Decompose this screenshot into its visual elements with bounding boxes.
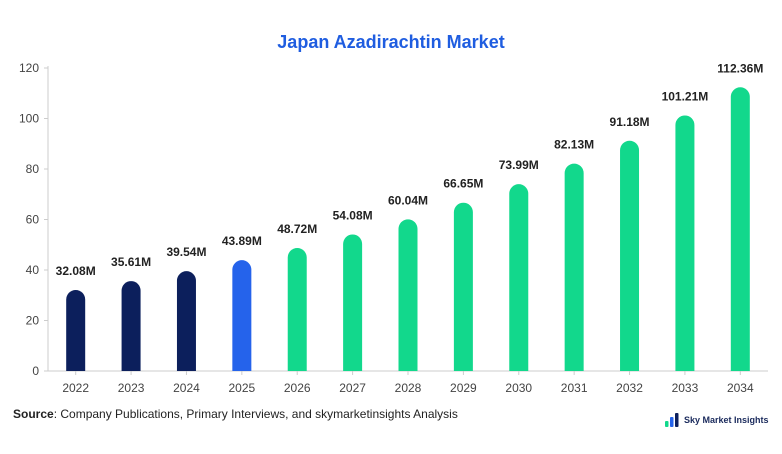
- bar-2024: [176, 271, 196, 371]
- data-label: 48.72M: [277, 222, 317, 236]
- bar-2028: [398, 219, 418, 371]
- y-tick-label: 20: [26, 314, 40, 328]
- x-tick-label: 2034: [727, 381, 754, 395]
- x-tick-label: 2031: [561, 381, 588, 395]
- brand-logo-icon: [665, 413, 679, 427]
- data-label: 101.21M: [662, 89, 709, 103]
- y-tick-label: 60: [26, 213, 40, 227]
- data-label: 39.54M: [166, 245, 206, 259]
- bar-2023: [121, 281, 141, 371]
- y-tick-label: 80: [26, 162, 40, 176]
- x-tick-label: 2025: [228, 381, 255, 395]
- bar-2034: [730, 87, 750, 371]
- data-label: 82.13M: [554, 138, 594, 152]
- x-tick-label: 2033: [672, 381, 699, 395]
- y-tick-label: 100: [19, 112, 39, 126]
- source-label: Source: [13, 407, 54, 421]
- data-label: 73.99M: [499, 158, 539, 172]
- chart-title: Japan Azadirachtin Market: [277, 32, 505, 52]
- bar-2022: [66, 289, 86, 371]
- x-tick-label: 2026: [284, 381, 311, 395]
- chart-bars: [66, 87, 750, 371]
- data-label: 60.04M: [388, 193, 428, 207]
- bar-2027: [343, 234, 363, 371]
- x-tick-label: 2024: [173, 381, 200, 395]
- data-label: 35.61M: [111, 255, 151, 269]
- data-label: 43.89M: [222, 234, 262, 248]
- bar-2030: [509, 184, 529, 371]
- y-tick-label: 0: [32, 364, 39, 378]
- bar-2025: [232, 260, 252, 371]
- y-tick-label: 40: [26, 263, 40, 277]
- x-tick-label: 2027: [339, 381, 366, 395]
- data-label: 112.36M: [717, 61, 763, 75]
- x-tick-label: 2028: [395, 381, 422, 395]
- x-tick-label: 2022: [62, 381, 89, 395]
- chart-labels: 2022 32.08M 2023 35.61M 2024 39.54M 2025 43.89M…: [56, 61, 764, 395]
- bar-chart: 0 20 40 60 80 100 120 2022 32.08M 2023 35.61M 2024…: [19, 61, 768, 395]
- bar-2033: [675, 115, 695, 371]
- brand-mark[interactable]: Sky Market Insights: [664, 412, 769, 428]
- data-label: 91.18M: [610, 115, 650, 129]
- source-note: Source: Company Publications, Primary In…: [13, 407, 458, 421]
- data-label: 32.08M: [56, 264, 96, 278]
- y-tick-label: 120: [19, 61, 39, 75]
- bar-2031: [564, 163, 584, 371]
- x-tick-label: 2032: [616, 381, 643, 395]
- data-label: 66.65M: [443, 177, 483, 191]
- source-text: : Company Publications, Primary Intervie…: [53, 407, 458, 421]
- bar-2029: [453, 202, 473, 371]
- x-tick-label: 2029: [450, 381, 477, 395]
- x-tick-label: 2023: [118, 381, 145, 395]
- data-label: 54.08M: [333, 208, 373, 222]
- bar-2026: [287, 247, 307, 371]
- bar-2032: [620, 140, 640, 371]
- x-tick-label: 2030: [505, 381, 532, 395]
- brand-name: Sky Market Insights: [684, 415, 769, 425]
